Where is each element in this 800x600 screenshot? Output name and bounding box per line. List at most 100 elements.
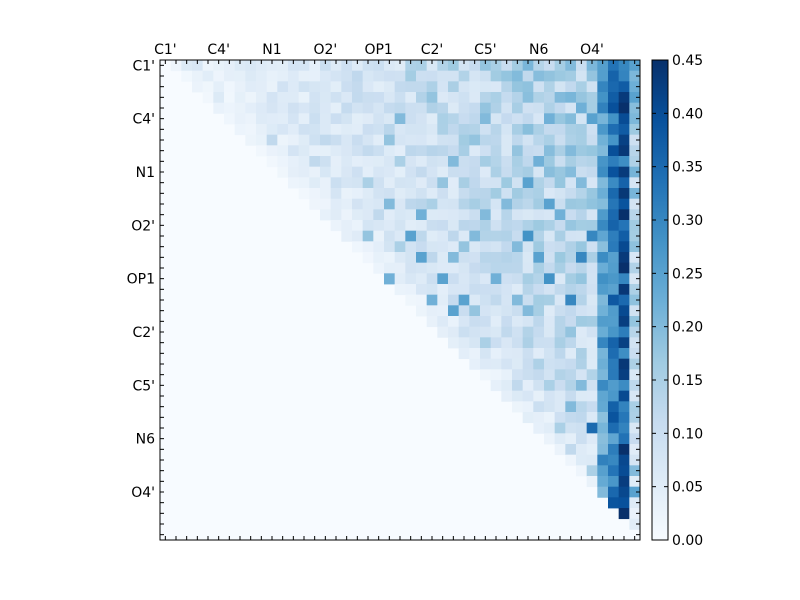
heatmap-cell xyxy=(586,145,598,157)
heatmap-cell xyxy=(490,348,502,360)
heatmap-cell xyxy=(554,316,566,328)
heatmap-cell xyxy=(576,145,588,157)
heatmap-cell xyxy=(501,337,513,349)
heatmap-cell xyxy=(362,209,374,221)
heatmap-cell xyxy=(586,102,598,114)
heatmap-cell xyxy=(362,252,374,264)
heatmap-cell xyxy=(480,145,492,157)
heatmap-cell xyxy=(608,60,620,72)
heatmap-cell xyxy=(533,230,545,242)
heatmap-cell xyxy=(341,113,353,125)
heatmap-cell xyxy=(384,252,396,264)
heatmap-cell xyxy=(490,316,502,328)
heatmap-cell xyxy=(234,60,246,72)
heatmap-cell xyxy=(490,326,502,338)
heatmap-cell xyxy=(266,70,278,82)
heatmap-cell xyxy=(522,401,534,413)
heatmap-cell xyxy=(501,262,513,274)
heatmap-cell xyxy=(565,294,577,306)
heatmap-cell xyxy=(394,102,406,114)
heatmap-cell xyxy=(565,102,577,114)
heatmap-cell xyxy=(565,166,577,178)
heatmap-cell xyxy=(480,284,492,296)
heatmap-cell xyxy=(629,316,641,328)
heatmap-cell xyxy=(394,273,406,285)
heatmap-cell xyxy=(458,124,470,136)
heatmap-cell xyxy=(256,134,268,146)
heatmap-cell xyxy=(384,166,396,178)
heatmap-cell xyxy=(426,294,438,306)
heatmap-cell xyxy=(586,454,598,466)
heatmap-cell xyxy=(597,465,609,477)
heatmap-cell xyxy=(544,209,556,221)
heatmap-cell xyxy=(394,134,406,146)
heatmap-cell xyxy=(245,70,257,82)
heatmap-cell xyxy=(576,401,588,413)
heatmap-cell xyxy=(416,209,428,221)
heatmap-cell xyxy=(608,380,620,392)
heatmap-cell xyxy=(629,486,641,498)
heatmap-cell xyxy=(533,241,545,253)
heatmap-cell xyxy=(352,220,364,232)
colorbar-tick-label: 0.10 xyxy=(672,426,703,442)
heatmap-cell xyxy=(437,273,449,285)
heatmap-cell xyxy=(629,273,641,285)
heatmap-cell xyxy=(586,113,598,125)
heatmap-cell xyxy=(597,209,609,221)
heatmap-cell xyxy=(469,134,481,146)
heatmap-cell xyxy=(576,166,588,178)
heatmap-cell xyxy=(512,81,524,93)
heatmap-cell xyxy=(629,220,641,232)
heatmap-cell xyxy=(629,454,641,466)
heatmap-cell xyxy=(266,81,278,93)
heatmap-cell xyxy=(618,209,630,221)
heatmap-cell xyxy=(320,102,332,114)
heatmap-cell xyxy=(544,390,556,402)
heatmap-cell xyxy=(576,273,588,285)
heatmap-cell xyxy=(405,124,417,136)
heatmap-cell xyxy=(480,369,492,381)
heatmap-cell xyxy=(565,348,577,360)
heatmap-cell xyxy=(565,326,577,338)
heatmap-cell xyxy=(373,188,385,200)
heatmap-cell xyxy=(288,102,300,114)
heatmap-cell xyxy=(597,166,609,178)
heatmap-cell xyxy=(618,401,630,413)
heatmap-cell xyxy=(352,241,364,253)
heatmap-cell xyxy=(384,81,396,93)
heatmap-cell xyxy=(202,81,214,93)
heatmap-cell xyxy=(480,326,492,338)
heatmap-cell xyxy=(512,252,524,264)
heatmap-cell xyxy=(608,156,620,168)
heatmap-cell xyxy=(309,92,321,104)
heatmap-cell xyxy=(224,60,236,72)
heatmap-cell xyxy=(586,348,598,360)
heatmap-cell xyxy=(298,177,310,189)
heatmap-cell xyxy=(448,81,460,93)
heatmap-cell xyxy=(416,70,428,82)
heatmap-cell xyxy=(362,198,374,210)
heatmap-cell xyxy=(554,262,566,274)
heatmap-cell xyxy=(437,241,449,253)
heatmap-cell xyxy=(597,476,609,488)
heatmap-cell xyxy=(512,369,524,381)
heatmap-cell xyxy=(576,124,588,136)
heatmap-cell xyxy=(490,358,502,370)
heatmap-cell xyxy=(512,262,524,274)
heatmap-cell xyxy=(501,358,513,370)
heatmap-cell xyxy=(394,156,406,168)
heatmap-cell xyxy=(629,412,641,424)
heatmap-cell xyxy=(522,326,534,338)
y-tick-label: O2' xyxy=(131,218,155,234)
heatmap-cell xyxy=(544,220,556,232)
heatmap-cell xyxy=(576,198,588,210)
heatmap-cell xyxy=(469,284,481,296)
heatmap-cell xyxy=(490,124,502,136)
heatmap-cell xyxy=(373,92,385,104)
heatmap-cell xyxy=(629,145,641,157)
heatmap-cell xyxy=(608,124,620,136)
heatmap-cell xyxy=(576,70,588,82)
heatmap-cell xyxy=(554,70,566,82)
heatmap-cell xyxy=(533,70,545,82)
heatmap-cell xyxy=(309,60,321,72)
